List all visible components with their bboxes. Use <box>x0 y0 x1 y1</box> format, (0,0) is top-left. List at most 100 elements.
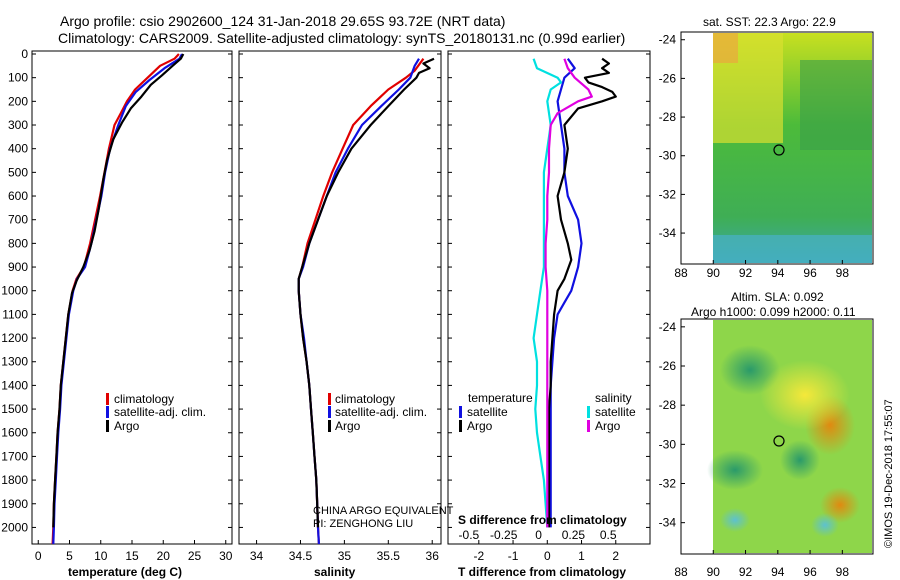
tdiff-x-tick-label: 0 <box>544 549 551 563</box>
salinity-x-tick-label: 36 <box>426 549 440 563</box>
difference-legend: temperature satellite Argo salinity sate… <box>459 391 636 433</box>
diff-legend-t-satellite-marker <box>459 406 462 418</box>
map-lon-tick-label: 92 <box>739 266 753 280</box>
salinity-x-tick-label: 35.5 <box>377 549 401 563</box>
sla-eddy-3 <box>707 450 763 490</box>
depth-tick-label: 1900 <box>1 497 28 511</box>
diff-legend-s-argo-marker <box>587 420 590 432</box>
depth-tick-label: 1600 <box>1 426 28 440</box>
depth-tick-label: 1800 <box>1 473 28 487</box>
tdiff-series-salinity-argo <box>544 58 593 528</box>
map-lon-tick-label: 88 <box>674 266 688 280</box>
temperature-plot-frame <box>31 50 233 545</box>
sst-cold-strip <box>713 235 872 263</box>
depth-tick-label: 0 <box>21 47 28 61</box>
map-lat-tick-label: -24 <box>659 33 677 47</box>
diff-legend-temperature-heading: temperature <box>468 391 533 405</box>
sla-argo-marker <box>773 435 785 447</box>
depth-tick-label: 1500 <box>1 402 28 416</box>
map-lat-tick-label: -34 <box>659 226 677 240</box>
depth-tick-label: 1100 <box>2 307 28 321</box>
salinity-x-tick-label: 34.5 <box>289 549 313 563</box>
diff-legend-t-argo-label: Argo <box>467 419 493 433</box>
salinity-plot-frame <box>238 50 442 545</box>
salinity-axis-label: salinity <box>314 565 356 579</box>
map-lon-tick-label: 96 <box>803 266 817 280</box>
sdiff-axis-label: S difference from climatology <box>458 513 627 527</box>
depth-tick-label: 1200 <box>1 331 28 345</box>
pi-name: PI: ZENGHONG LIU <box>313 518 413 530</box>
map2-title-1: Altim. SLA: 0.092 <box>731 290 824 304</box>
map-lon-tick-label: 98 <box>836 266 850 280</box>
temperature-x-tick-label: 10 <box>94 549 108 563</box>
depth-tick-label: 900 <box>8 260 28 274</box>
depth-tick-label: 1700 <box>1 449 28 463</box>
legend-satellite-label: satellite-adj. clim. <box>114 405 206 419</box>
depth-tick-label: 500 <box>8 165 28 179</box>
diff-legend-s-satellite-label: satellite <box>595 405 636 419</box>
tdiff-x-tick-label: 2 <box>612 549 619 563</box>
sdiff-x-tick-label: 0 <box>535 528 542 542</box>
map-lon-tick-label: 94 <box>771 266 785 280</box>
depth-tick-label: 1000 <box>1 284 28 298</box>
depth-tick-label: 300 <box>8 118 28 132</box>
map-lat-tick-label: -28 <box>659 110 677 124</box>
salinity-series-satellite-adj-clim- <box>297 58 420 545</box>
sdiff-x-tick-label: -0.25 <box>490 528 518 542</box>
sst-map <box>680 31 874 265</box>
sst-hot-patch <box>713 33 738 63</box>
depth-tick-label: 1400 <box>1 378 28 392</box>
sdiff-x-tick-label: -0.5 <box>459 528 480 542</box>
tdiff-series-temperature-argo <box>547 57 617 528</box>
legend-argo-marker <box>106 420 109 432</box>
temperature-x-tick-label: 15 <box>125 549 139 563</box>
depth-tick-label: 2000 <box>1 520 28 534</box>
map-lat-tick-label: -24 <box>659 320 677 334</box>
salinity-legend: climatology satellite-adj. clim. Argo <box>328 392 427 433</box>
tdiff-x-tick-label: -1 <box>508 549 519 563</box>
salinity-x-tick-label: 35 <box>338 549 352 563</box>
sal-legend-argo-marker <box>328 420 331 432</box>
tdiff-x-tick-label: 1 <box>578 549 585 563</box>
depth-tick-label: 800 <box>8 236 28 250</box>
temperature-x-tick-label: 30 <box>219 549 233 563</box>
temperature-x-tick-label: 20 <box>157 549 171 563</box>
tdiff-series-salinity-satellite <box>532 58 563 528</box>
map-lat-tick-label: -28 <box>659 398 677 412</box>
diff-legend-t-satellite-label: satellite <box>467 405 508 419</box>
map2-title-2: Argo h1000: 0.099 h2000: 0.11 <box>691 305 856 319</box>
map-lat-tick-label: -32 <box>659 477 677 491</box>
temperature-x-tick-label: 0 <box>35 549 42 563</box>
diff-legend-s-argo-label: Argo <box>595 419 621 433</box>
sal-legend-climatology-marker <box>328 393 331 405</box>
sal-legend-satellite-label: satellite-adj. clim. <box>335 405 427 419</box>
sst-argo-marker <box>773 144 785 156</box>
map-lat-tick-label: -32 <box>659 187 677 201</box>
temperature-x-tick-label: 5 <box>66 549 73 563</box>
map1-title: sat. SST: 22.3 Argo: 22.9 <box>703 15 836 29</box>
legend-argo-label: Argo <box>114 419 140 433</box>
legend-climatology-marker <box>106 393 109 405</box>
legend-climatology-label: climatology <box>114 392 174 406</box>
sla-eddy-2 <box>780 440 820 480</box>
depth-tick-label: 100 <box>8 71 28 85</box>
sdiff-x-tick-label: 0.5 <box>600 528 617 542</box>
title-line-2: Climatology: CARS2009. Satellite-adjuste… <box>58 30 625 46</box>
salinity-x-tick-label: 34 <box>250 549 264 563</box>
profile-lines <box>51 53 617 545</box>
diff-legend-salinity-heading: salinity <box>595 391 632 405</box>
sla-low-2 <box>720 508 750 532</box>
sdiff-x-tick-label: 0.25 <box>562 528 586 542</box>
tdiff-series-temperature-satellite <box>549 58 583 528</box>
sal-legend-climatology-label: climatology <box>335 392 395 406</box>
depth-axis: 0 100 200 300 400 500 600 700 800 900 1000 1100 1200… <box>1 47 650 534</box>
map-lon-tick-label: 92 <box>739 565 753 579</box>
salinity-series-argo <box>297 57 435 528</box>
sst-cool-patch <box>800 60 872 150</box>
map-lon-tick-label: 88 <box>674 565 688 579</box>
temperature-series-argo <box>52 53 185 528</box>
map-lon-tick-label: 98 <box>836 565 850 579</box>
diff-legend-s-satellite-marker <box>587 406 590 418</box>
x-axes: 0 5 10 15 20 25 30 34 34.5 35 35.5 36 -2 -1 0 1 2 -0.5 -0.… <box>35 528 620 563</box>
pi-institution: CHINA ARGO EQUIVALENT <box>313 505 454 517</box>
